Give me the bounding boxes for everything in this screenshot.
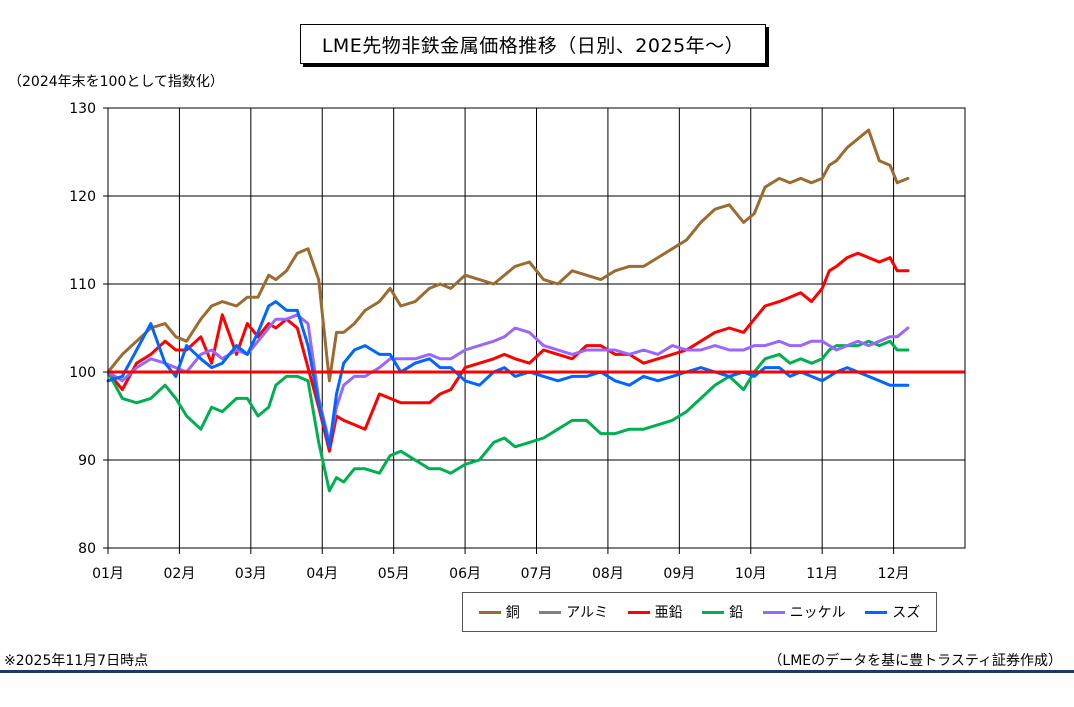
x-tick-label: 12月 bbox=[878, 566, 910, 582]
x-tick-label: 11月 bbox=[806, 566, 838, 582]
bottom-rule bbox=[0, 670, 1074, 673]
x-tick-label: 04月 bbox=[306, 566, 338, 582]
legend-swatch bbox=[865, 610, 888, 614]
chart-title: LME先物非鉄金属価格推移（日別、2025年～） bbox=[300, 24, 766, 64]
legend-item: アルミ bbox=[539, 602, 608, 622]
series-line-2 bbox=[106, 251, 910, 453]
y-unit-note: （2024年末を100として指数化） bbox=[8, 74, 224, 90]
legend-item: 銅 bbox=[478, 602, 520, 622]
legend-swatch bbox=[702, 610, 725, 614]
legend-label: 鉛 bbox=[729, 605, 744, 621]
x-tick-label: 10月 bbox=[735, 566, 767, 582]
series-line-3 bbox=[106, 339, 910, 493]
x-tick-label: 01月 bbox=[92, 566, 124, 582]
legend-label: スズ bbox=[892, 605, 921, 621]
legend-item: ニッケル bbox=[762, 602, 846, 622]
y-tick-label: 110 bbox=[69, 277, 96, 293]
plot-frame bbox=[107, 107, 966, 549]
x-tick-label: 08月 bbox=[592, 566, 624, 582]
legend-swatch bbox=[478, 610, 501, 614]
legend-item: スズ bbox=[865, 602, 920, 622]
footnote-date: ※2025年11月7日時点 bbox=[4, 653, 149, 669]
series-layer bbox=[106, 128, 910, 493]
x-tick-label: 03月 bbox=[235, 566, 267, 582]
legend-label: アルミ bbox=[566, 605, 609, 621]
series-line-5 bbox=[106, 300, 910, 449]
series-line-0 bbox=[106, 128, 910, 383]
x-tick-label: 09月 bbox=[663, 566, 695, 582]
legend-label: 亜鉛 bbox=[654, 605, 683, 621]
y-tick-label: 100 bbox=[69, 365, 96, 381]
y-tick-label: 130 bbox=[69, 101, 96, 117]
y-tick-label: 90 bbox=[78, 453, 96, 469]
legend-swatch bbox=[539, 610, 562, 614]
legend-item: 鉛 bbox=[702, 602, 743, 622]
footnote-source: （LMEのデータを基に豊トラスティ証券作成） bbox=[768, 653, 1062, 669]
tick-layer: 80 90 100 110 120 130 01月 02月 03月 04月 05月 06月 07月 08月… bbox=[69, 101, 909, 582]
grid-layer bbox=[107, 107, 965, 549]
x-tick-label: 07月 bbox=[521, 566, 553, 582]
x-tick-label: 02月 bbox=[164, 566, 196, 582]
legend-label: ニッケル bbox=[789, 605, 846, 621]
legend-label: 銅 bbox=[505, 605, 520, 621]
legend-swatch bbox=[627, 610, 650, 614]
y-tick-label: 120 bbox=[69, 189, 96, 205]
y-tick-label: 80 bbox=[78, 541, 96, 557]
legend: 銅 アルミ 亜鉛 鉛 ニッケル スズ bbox=[462, 592, 937, 632]
x-tick-label: 06月 bbox=[449, 566, 481, 582]
legend-item: 亜鉛 bbox=[627, 602, 683, 622]
x-tick-label: 05月 bbox=[378, 566, 410, 582]
legend-swatch bbox=[762, 610, 785, 614]
